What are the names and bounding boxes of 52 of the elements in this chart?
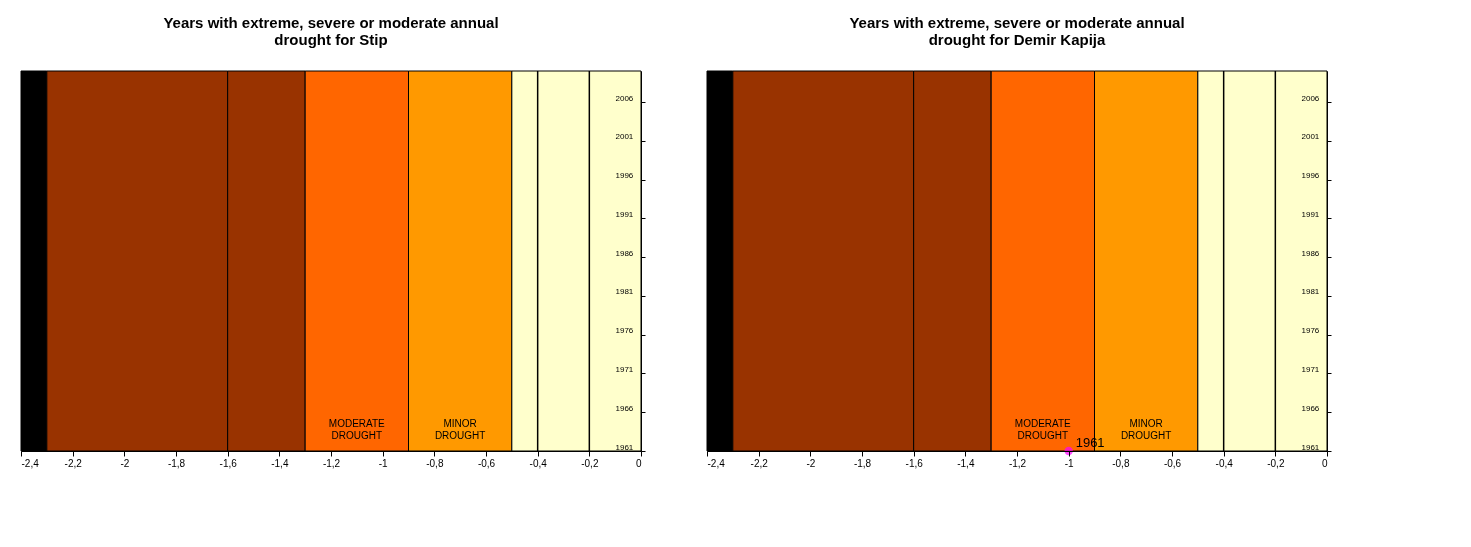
y-tick-label: 1991 <box>615 209 634 219</box>
chart-title: Years with extreme, severe or moderate annual drought for Stip <box>163 14 499 49</box>
x-tick-label: -1,8 <box>853 457 872 469</box>
x-tick-label: -2,4 <box>707 457 726 469</box>
x-tick-label: -0,6 <box>1163 457 1182 469</box>
chart-title: Years with extreme, severe or moderate annual drought for Demir Kapija <box>849 14 1185 49</box>
y-tick-label: 1961 <box>1301 442 1320 452</box>
x-tick-label: -1 <box>378 457 389 469</box>
y-tick-label: 1981 <box>1301 287 1320 297</box>
y-tick-label: 2006 <box>615 93 634 103</box>
x-tick-label: -1,4 <box>957 457 975 469</box>
y-tick-label: 1961 <box>615 442 634 452</box>
x-tick-label: -1,8 <box>167 457 186 469</box>
x-tick-label: -2 <box>806 457 816 469</box>
band-label: MINOR DROUGHT <box>1120 418 1172 441</box>
y-tick-label: 1971 <box>1301 364 1320 374</box>
band-label: MODERATE DROUGHT <box>1014 418 1072 441</box>
y-tick-label: 1966 <box>1301 403 1320 413</box>
y-tick-label: 2001 <box>615 132 634 142</box>
y-tick-label: 1976 <box>615 326 634 336</box>
x-tick-label: -2,4 <box>21 457 40 469</box>
y-tick-label: 2001 <box>1301 132 1320 142</box>
band-label: MODERATE DROUGHT <box>328 418 386 441</box>
x-tick-label: 0 <box>1321 457 1328 469</box>
y-tick-label: 1986 <box>1301 248 1320 258</box>
x-tick-label: -1,2 <box>1008 457 1027 469</box>
band-label: MINOR DROUGHT <box>434 418 486 441</box>
y-tick-label: 1976 <box>1301 326 1320 336</box>
x-tick-label: -1,4 <box>271 457 289 469</box>
x-tick-label: -0,8 <box>426 457 444 469</box>
y-tick-label: 2006 <box>1301 93 1320 103</box>
y-tick-label: 1986 <box>615 248 634 258</box>
x-tick-label: -1,2 <box>322 457 341 469</box>
y-tick-label: 1966 <box>615 403 634 413</box>
x-tick-label: -2 <box>120 457 130 469</box>
y-tick-label: 1971 <box>615 364 634 374</box>
x-tick-label: -1,6 <box>905 457 924 469</box>
x-tick-label: 0 <box>635 457 642 469</box>
x-tick-label: -1,6 <box>219 457 238 469</box>
x-tick-label: -1 <box>1064 457 1075 469</box>
x-tick-label: -0,2 <box>581 457 599 469</box>
x-tick-label: -0,8 <box>1112 457 1130 469</box>
y-tick-label: 1996 <box>615 171 634 181</box>
y-tick-label: 1981 <box>615 287 634 297</box>
y-tick-label: 1991 <box>1301 209 1320 219</box>
x-tick-label: -0,4 <box>1215 457 1234 469</box>
x-tick-label: -2,2 <box>750 457 769 469</box>
y-tick-label: 1996 <box>1301 171 1320 181</box>
x-tick-label: -0,6 <box>477 457 496 469</box>
x-tick-label: -0,4 <box>529 457 548 469</box>
x-tick-label: -2,2 <box>64 457 83 469</box>
x-tick-label: -0,2 <box>1267 457 1285 469</box>
